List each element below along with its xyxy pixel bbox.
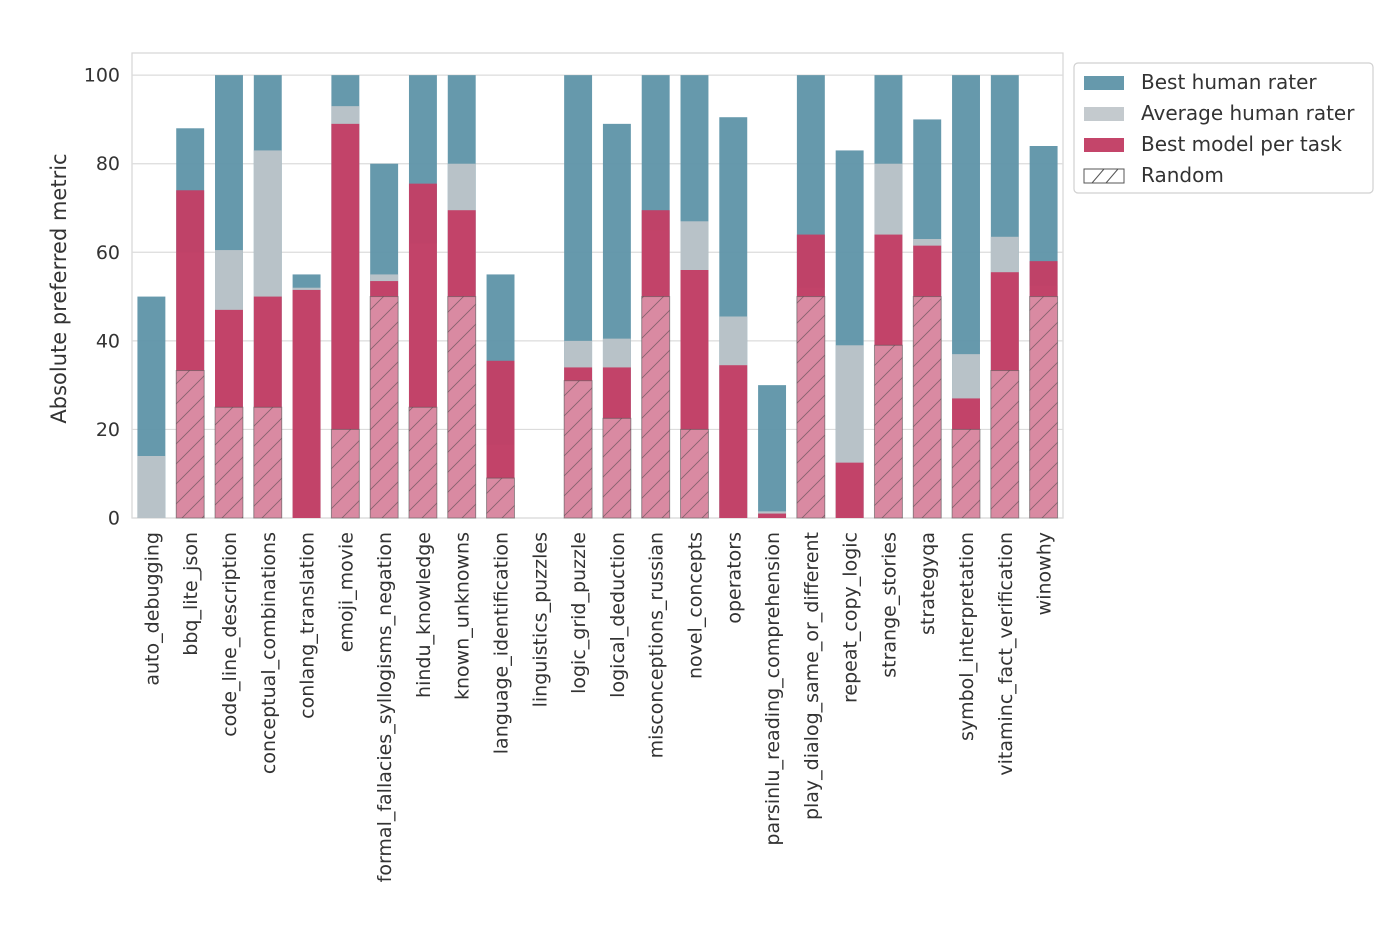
x-tick-label: conlang_translation	[297, 532, 319, 719]
x-tick-label: vitaminc_fact_verification	[995, 532, 1017, 776]
x-tick-label: logical_deduction	[607, 532, 629, 698]
legend: Best human rater Average human rater Best …	[1074, 63, 1373, 193]
y-tick-label: 100	[84, 65, 120, 87]
x-tick-label: novel_concepts	[684, 532, 706, 679]
x-tick-label: known_unknowns	[452, 532, 474, 700]
x-tick-label: play_dialog_same_or_different	[801, 532, 823, 820]
bar-average-human-rater	[137, 456, 165, 518]
y-tick-label: 60	[96, 242, 120, 264]
bar-random-hatch	[1030, 297, 1058, 518]
x-tick-label: logic_grid_puzzle	[568, 532, 590, 694]
y-tick-label: 20	[96, 419, 120, 441]
x-tick-label: language_identification	[491, 532, 513, 754]
bar-random-hatch	[448, 297, 476, 518]
y-tick-label: 0	[108, 508, 120, 530]
x-tick-label: parsinlu_reading_comprehension	[762, 532, 784, 846]
bar-chart: 0 20 40 60 80 100 Absolute preferred metric aut…	[0, 0, 1390, 934]
x-tick-label: winowhy	[1034, 532, 1056, 615]
bar-random-hatch	[952, 429, 980, 518]
legend-label: Best model per task	[1141, 132, 1342, 156]
x-tick-label: linguistics_puzzles	[529, 532, 551, 707]
bar-best-human-rater	[758, 385, 786, 518]
bar-random-hatch	[681, 429, 709, 518]
x-tick-label: misconceptions_russian	[646, 532, 668, 758]
bar-random-hatch	[487, 478, 515, 518]
chart-figure: 0 20 40 60 80 100 Absolute preferred metric aut…	[0, 0, 1390, 934]
bar-random-hatch	[254, 407, 282, 518]
legend-swatch	[1084, 76, 1124, 90]
bar-random-hatch	[913, 297, 941, 518]
x-tick-label: hindu_knowledge	[413, 532, 435, 698]
legend-label: Best human rater	[1141, 70, 1317, 94]
x-tick-label: formal_fallacies_syllogisms_negation	[374, 532, 396, 882]
x-tick-label: conceptual_combinations	[258, 532, 280, 774]
bar-best-model-per-task	[758, 514, 786, 518]
x-tick-label: operators	[723, 532, 745, 624]
legend-label: Random	[1141, 163, 1224, 187]
bar-random-hatch	[215, 407, 243, 518]
x-tick-label: emoji_movie	[335, 532, 357, 652]
bar-random-hatch	[991, 371, 1019, 518]
bar-random-hatch	[797, 297, 825, 518]
bar-best-model-per-task	[836, 463, 864, 518]
y-axis-title: Absolute preferred metric	[47, 153, 71, 423]
bar-random-hatch	[603, 418, 631, 518]
x-tick-label: strategyqa	[917, 532, 939, 635]
bar-random-hatch	[564, 381, 592, 518]
bar-random-hatch	[409, 407, 437, 518]
x-tick-label: auto_debugging	[141, 532, 163, 686]
bar-best-model-per-task	[719, 365, 747, 518]
legend-swatch	[1084, 138, 1124, 152]
y-tick-label: 80	[96, 153, 120, 175]
bar-random-hatch	[176, 371, 204, 518]
x-tick-label: bbq_lite_json	[180, 532, 202, 656]
bar-random-hatch	[642, 297, 670, 518]
x-tick-label: strange_stories	[878, 532, 900, 678]
x-tick-label: symbol_interpretation	[956, 532, 978, 741]
bar-random-hatch	[874, 345, 902, 518]
y-tick-label: 40	[96, 330, 120, 352]
legend-swatch	[1084, 107, 1124, 121]
bar-random-hatch	[370, 297, 398, 518]
bar-best-model-per-task	[293, 290, 321, 518]
bar-random-hatch	[331, 429, 359, 518]
legend-label: Average human rater	[1141, 101, 1355, 125]
legend-swatch-random	[1084, 169, 1124, 183]
x-tick-label: repeat_copy_logic	[840, 532, 862, 703]
x-tick-label: code_line_description	[219, 532, 241, 737]
